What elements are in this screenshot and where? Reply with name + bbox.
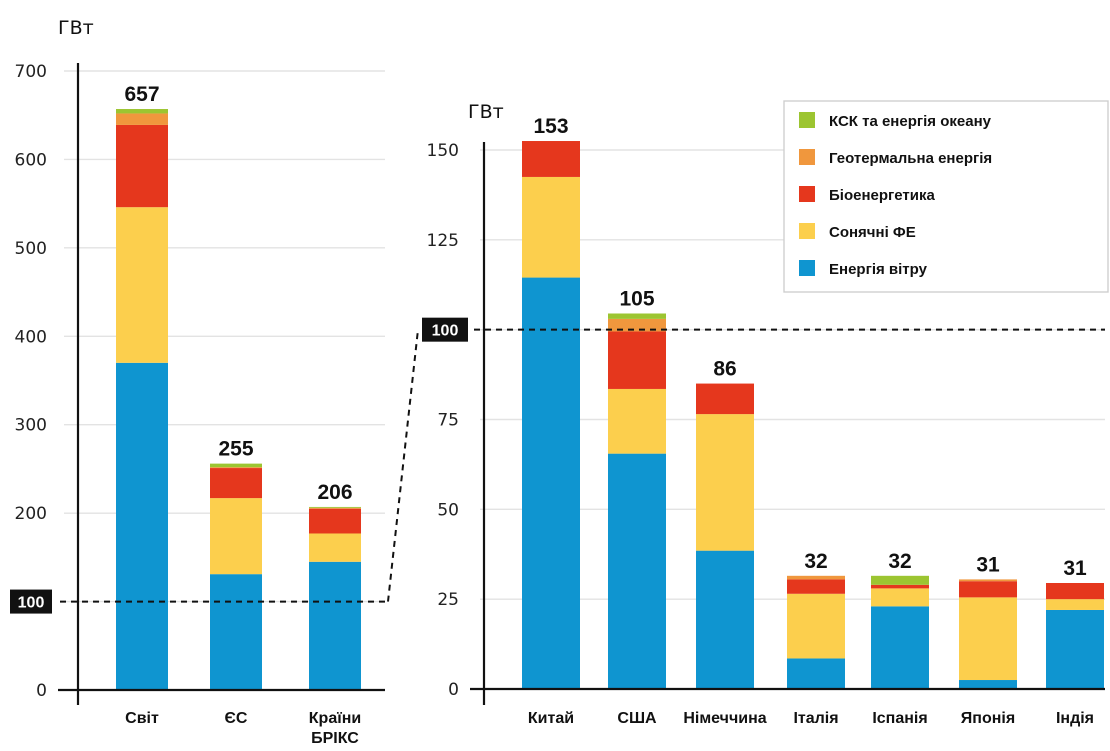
x-tick-label: США	[617, 710, 657, 727]
bar-segment-геотермальна-енергія	[787, 575, 845, 580]
bar-total-label: 105	[619, 287, 654, 310]
bar-segment-біоенергетика	[309, 508, 361, 534]
x-tick-label: Японія	[961, 710, 1015, 727]
x-tick-label-line: Країни	[309, 710, 361, 727]
bar-segment-біоенергетика	[696, 383, 754, 415]
x-tick-label: Китай	[528, 710, 574, 727]
bar-segment-геотермальна-енергія	[959, 579, 1017, 582]
legend-swatch	[799, 149, 815, 165]
legend-swatch	[799, 260, 815, 276]
bar-segment-біоенергетика	[787, 579, 845, 594]
legend-swatch	[799, 186, 815, 202]
reference-label: 100	[18, 595, 45, 612]
bar-segment-біоенергетика	[522, 141, 580, 177]
bar-total-label: 32	[804, 550, 827, 573]
bar-total-label: 657	[124, 83, 159, 106]
bar-segment-енергія-вітру	[210, 574, 262, 690]
bar-segment-кск-та-енергія-океану	[116, 109, 168, 114]
legend-box	[783, 100, 1109, 293]
bar-segment-кск-та-енергія-океану	[309, 506, 361, 508]
bar-segment-кск-та-енергія-океану	[608, 313, 666, 319]
y-tick-label: 75	[437, 411, 459, 431]
x-tick-label: Німеччина	[683, 710, 766, 727]
x-tick-label: Італія	[793, 710, 838, 727]
bar-segment-сонячні-фе	[696, 414, 754, 551]
legend-swatch	[799, 112, 815, 128]
bar-segment-сонячні-фе	[522, 176, 580, 278]
y-tick-label: 50	[437, 500, 459, 520]
x-tick-label: Світ	[125, 710, 159, 727]
bar-total-label: 255	[218, 438, 253, 461]
bar-segment-енергія-вітру	[608, 453, 666, 689]
bar-segment-біоенергетика	[1046, 582, 1104, 600]
legend-label: Сонячні ФЕ	[829, 224, 916, 241]
bar-segment-біоенергетика	[210, 468, 262, 499]
bar-total-label: 86	[713, 358, 736, 381]
bar-segment-геотермальна-енергія	[608, 318, 666, 332]
y-tick-label: 0	[448, 680, 459, 700]
legend-label: Біоенергетика	[829, 187, 935, 204]
bar-segment-кск-та-енергія-океану	[871, 575, 929, 585]
bar-segment-енергія-вітру	[116, 362, 168, 690]
bar-segment-біоенергетика	[959, 581, 1017, 598]
x-tick-label: Індія	[1056, 710, 1094, 727]
bar-segment-сонячні-фе	[959, 597, 1017, 681]
y-tick-label: 125	[427, 231, 459, 251]
legend-label: Геотермальна енергія	[829, 150, 992, 167]
x-tick-label: Країни БРІКС	[309, 710, 361, 747]
bar-segment-сонячні-фе	[116, 207, 168, 363]
bar-segment-сонячні-фе	[608, 388, 666, 454]
bar-segment-енергія-вітру	[787, 658, 845, 689]
legend-swatch	[799, 223, 815, 239]
bar-segment-сонячні-фе	[871, 588, 929, 607]
bar-segment-енергія-вітру	[696, 550, 754, 689]
x-tick-label: Іспанія	[872, 710, 927, 727]
y-tick-label: 25	[437, 590, 459, 610]
bar-total-label: 153	[533, 115, 568, 138]
y-tick-label: 200	[15, 504, 47, 524]
reference-label-box	[10, 589, 52, 614]
bar-segment-біоенергетика	[871, 584, 929, 589]
legend-label: Енергія вітру	[829, 261, 928, 278]
bar-segment-сонячні-фе	[210, 498, 262, 575]
bar-segment-енергія-вітру	[1046, 609, 1104, 689]
bar-segment-енергія-вітру	[959, 680, 1017, 689]
bar-total-label: 31	[976, 553, 1000, 576]
bar-segment-енергія-вітру	[871, 606, 929, 689]
bar-total-label: 206	[317, 481, 352, 504]
bar-segment-сонячні-фе	[309, 533, 361, 562]
zoom-connector-line	[387, 329, 419, 602]
bar-segment-енергія-вітру	[309, 561, 361, 690]
x-tick-label-line: БРІКС	[311, 730, 359, 747]
y-tick-label: 400	[15, 327, 47, 347]
y-tick-label: 700	[15, 62, 47, 82]
bar-segment-сонячні-фе	[1046, 599, 1104, 610]
bar-segment-кск-та-енергія-океану	[210, 463, 262, 468]
y-tick-label: 300	[15, 416, 47, 436]
reference-label-box	[422, 317, 468, 342]
reference-label: 100	[432, 323, 459, 340]
bar-segment-геотермальна-енергія	[210, 467, 262, 469]
bar-total-label: 31	[1063, 557, 1087, 580]
bar-segment-сонячні-фе	[787, 593, 845, 659]
bar-segment-біоенергетика	[608, 331, 666, 389]
y-unit-label: ГВт	[468, 101, 504, 123]
y-tick-label: 600	[15, 150, 47, 170]
legend-label: КСК та енергія океану	[829, 113, 992, 130]
bar-segment-геотермальна-енергія	[309, 507, 361, 509]
bar-segment-енергія-вітру	[522, 277, 580, 689]
y-unit-label: ГВт	[58, 17, 94, 39]
bar-segment-геотермальна-енергія	[116, 113, 168, 125]
bar-segment-біоенергетика	[116, 124, 168, 208]
x-tick-label: ЄС	[225, 710, 248, 727]
y-tick-label: 150	[427, 141, 459, 161]
bar-total-label: 32	[888, 550, 911, 573]
legend: КСК та енергія океану Геотермальна енергі…	[783, 100, 1109, 293]
y-tick-label: 500	[15, 239, 47, 259]
y-tick-label: 0	[36, 681, 47, 701]
